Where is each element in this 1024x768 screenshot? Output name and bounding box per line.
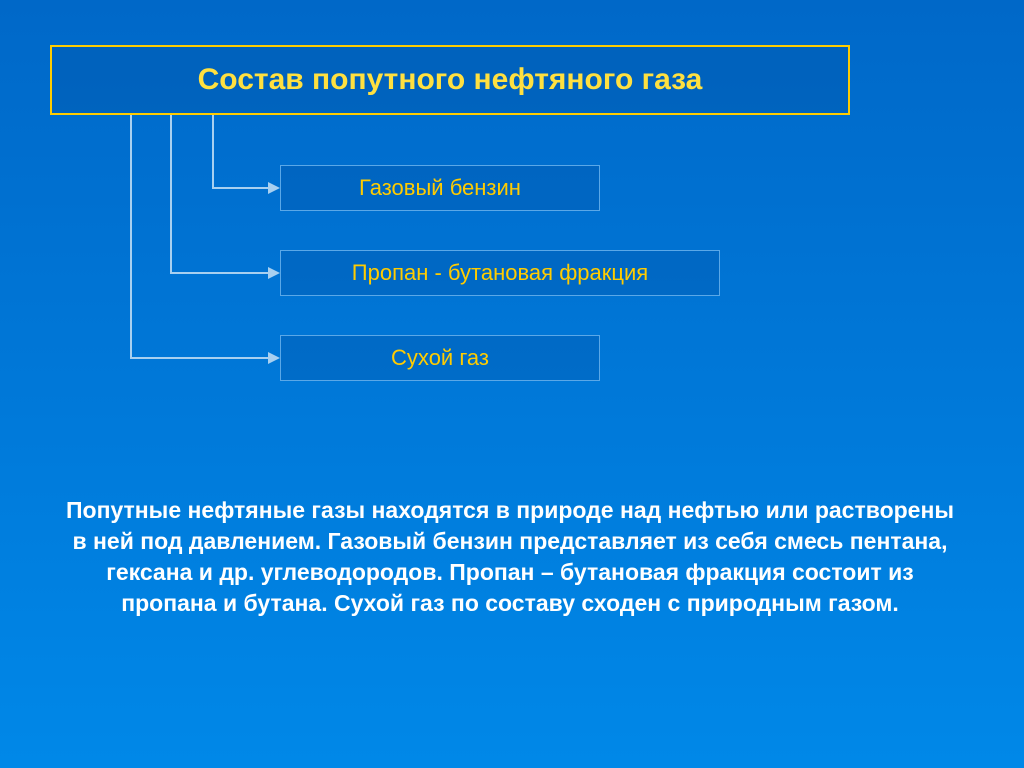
- item-text-1: Газовый бензин: [359, 175, 521, 201]
- item-box-2: Пропан - бутановая фракция: [280, 250, 720, 296]
- description-paragraph: Попутные нефтяные газы находятся в приро…: [60, 495, 960, 619]
- title-box: Состав попутного нефтяного газа: [50, 45, 850, 115]
- title-text: Состав попутного нефтяного газа: [198, 63, 703, 97]
- connector-horizontal-1: [212, 187, 268, 189]
- arrow-icon-1: [268, 182, 280, 194]
- item-box-1: Газовый бензин: [280, 165, 600, 211]
- item-text-3: Сухой газ: [391, 345, 489, 371]
- connector-vertical-3: [212, 115, 214, 188]
- connector-horizontal-3: [130, 357, 268, 359]
- arrow-icon-2: [268, 267, 280, 279]
- item-text-2: Пропан - бутановая фракция: [352, 260, 648, 286]
- connector-vertical-1: [130, 115, 132, 358]
- arrow-icon-3: [268, 352, 280, 364]
- item-box-3: Сухой газ: [280, 335, 600, 381]
- connector-horizontal-2: [170, 272, 268, 274]
- connector-vertical-2: [170, 115, 172, 273]
